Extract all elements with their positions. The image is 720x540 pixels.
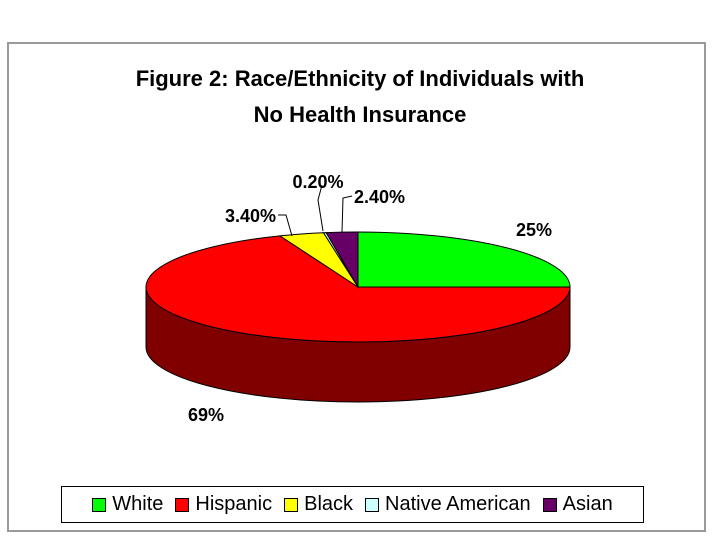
- legend-item-black: Black: [284, 493, 353, 516]
- legend-swatch-black: [284, 497, 299, 512]
- data-label-native-american: 0.20%: [292, 172, 343, 192]
- data-label-white: 25%: [516, 220, 552, 240]
- chart-title-line-2: No Health Insurance: [253, 102, 467, 127]
- legend-item-asian: Asian: [542, 493, 613, 516]
- pie-slice-hispanic: [145, 235, 571, 343]
- legend-label-hispanic: Hispanic: [195, 493, 273, 515]
- pie-slice-asian: [325, 231, 359, 289]
- leader-line-native-american: [317, 184, 324, 232]
- legend-label-native-american: Native American: [385, 493, 531, 515]
- data-label-asian: 2.40%: [354, 187, 405, 207]
- legend-item-hispanic: Hispanic: [175, 493, 272, 516]
- legend-item-native-american: Native American: [365, 493, 531, 516]
- data-label-black: 3.40%: [225, 206, 276, 226]
- leader-line-black: [278, 214, 293, 237]
- chart-title-line-1: Figure 2: Race/Ethnicity of Individuals …: [135, 66, 585, 91]
- legend-label-asian: Asian: [562, 493, 613, 515]
- legend-item-white: White: [92, 493, 163, 516]
- pie-slice-white: [357, 231, 571, 288]
- leader-line-asian: [341, 195, 353, 233]
- legend-swatch-hispanic: [175, 497, 190, 512]
- legend-swatch-white: [92, 497, 107, 512]
- legend-swatch-native-american: [365, 497, 380, 512]
- legend-label-white: White: [112, 493, 164, 515]
- chart-legend: White Hispanic Black Native American Asian: [61, 486, 644, 523]
- data-label-hispanic: 69%: [188, 405, 224, 425]
- legend-label-black: Black: [304, 493, 354, 515]
- legend-swatch-asian: [542, 497, 557, 512]
